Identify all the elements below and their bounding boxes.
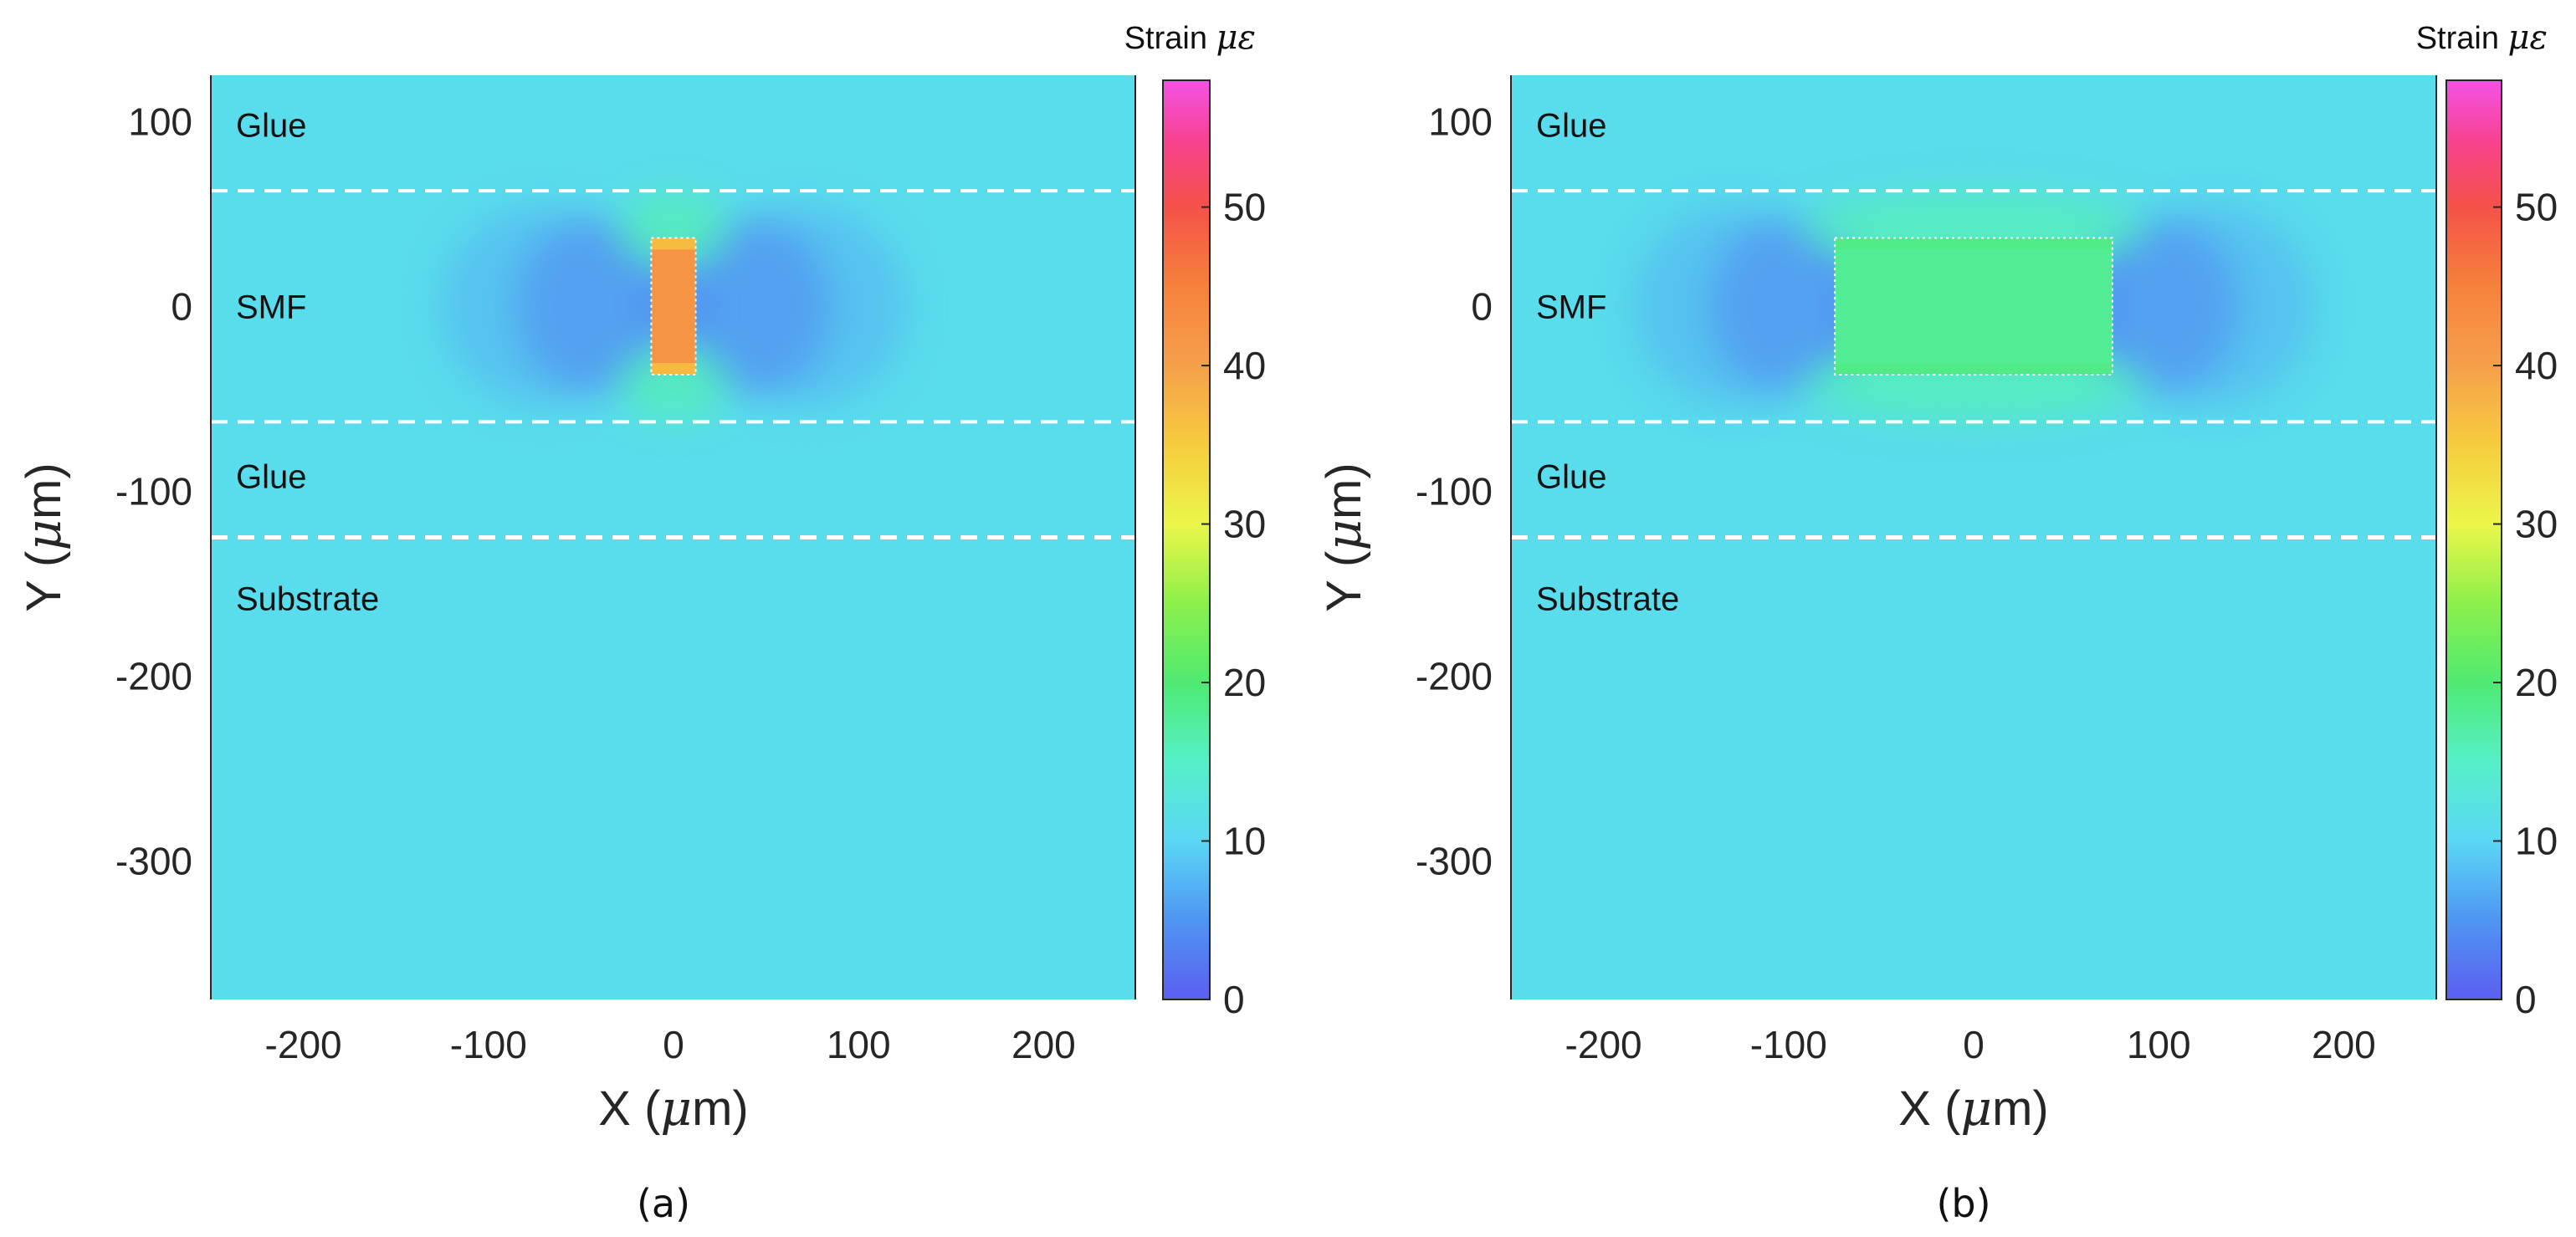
- region-label: Glue: [1536, 459, 1607, 496]
- colorbar: [2445, 79, 2502, 1000]
- y-axis-label-mu: μ: [15, 519, 72, 551]
- x-axis-label-mu: μ: [1960, 1080, 1992, 1137]
- x-tick-label: 100: [827, 1023, 891, 1066]
- colorbar-tick-label: 20: [2515, 661, 2558, 704]
- mid-strain-halo-right: [2113, 206, 2314, 407]
- colorbar-tick-label: 40: [1223, 344, 1266, 387]
- mid-strain-halo-left: [1633, 206, 1835, 407]
- x-tick-label: 100: [2127, 1023, 2191, 1066]
- y-axis-label-prefix: Y (: [1317, 551, 1371, 612]
- x-axis-label-prefix: X (: [598, 1081, 660, 1136]
- region-label: Substrate: [236, 580, 379, 617]
- colorbar-title-text: Strain: [1124, 21, 1216, 56]
- region-label: Glue: [236, 459, 307, 496]
- y-axis-label: Y (μm): [15, 463, 72, 611]
- colorbar-tick-label: 30: [2515, 503, 2558, 546]
- x-tick-label: 200: [2312, 1023, 2376, 1066]
- y-axis-label-suffix: m): [17, 463, 71, 519]
- colorbar-tick-label: 10: [2515, 820, 2558, 863]
- colorbar-tick-label: 20: [1223, 661, 1266, 704]
- mid-strain-halo-left: [440, 206, 642, 407]
- x-tick-label: -200: [265, 1023, 342, 1066]
- colorbar-title: Strain με: [1124, 18, 1256, 57]
- x-axis-label-suffix: m): [692, 1081, 749, 1136]
- colorbar-tick-label: 30: [1223, 503, 1266, 546]
- colorbar-tick-label: 0: [2515, 978, 2537, 1021]
- y-tick-label: -300: [115, 839, 192, 882]
- inclusion-outline: [650, 237, 697, 376]
- colorbar-unit: με: [1216, 18, 1256, 57]
- mid-strain-halo-right: [705, 206, 907, 407]
- y-tick-label: 0: [1471, 284, 1493, 328]
- x-tick-label: 0: [1963, 1023, 1984, 1066]
- high-strain-halo-bottom: [617, 345, 730, 422]
- strain-gradients: [440, 192, 907, 422]
- x-axis-label: X (μm): [598, 1080, 748, 1137]
- y-tick-label: -100: [1416, 469, 1493, 513]
- y-tick-label: -300: [1416, 839, 1493, 882]
- x-axis-label-mu: μ: [660, 1080, 692, 1137]
- x-tick-label: -200: [1565, 1023, 1642, 1066]
- inclusion-edge-top: [1835, 238, 2113, 250]
- inclusion-edge-bottom: [651, 363, 696, 376]
- y-tick-label: -100: [115, 469, 192, 513]
- colorbar-tick-label: 50: [2515, 186, 2558, 229]
- inclusion-strain: [651, 238, 696, 376]
- x-tick-label: 200: [1011, 1023, 1076, 1066]
- high-strain-halo-top: [617, 192, 730, 268]
- x-axis-label: X (μm): [1898, 1080, 2048, 1137]
- y-tick-label: 100: [128, 100, 192, 143]
- colorbar-title: Strain με: [2416, 18, 2548, 57]
- colorbar: [1162, 79, 1211, 1000]
- colorbar-unit: με: [2508, 18, 2548, 57]
- x-axis-label-suffix: m): [1992, 1081, 2049, 1136]
- region-label: SMF: [1536, 289, 1606, 325]
- x-tick-label: -100: [450, 1023, 527, 1066]
- y-tick-label: 100: [1428, 100, 1493, 143]
- colorbar-tick-label: 40: [2515, 344, 2558, 387]
- inclusion-edge-top: [651, 238, 696, 250]
- inclusion-strain: [1835, 238, 2113, 376]
- panel-caption: (b): [1936, 1181, 1990, 1226]
- y-tick-label: -200: [1416, 654, 1493, 698]
- colorbar-tick-label: 50: [1223, 186, 1266, 229]
- colorbar-title-text: Strain: [2416, 21, 2508, 56]
- panel-caption: (a): [637, 1181, 690, 1226]
- colorbar-tick-label: 0: [1223, 978, 1245, 1021]
- y-axis-label-mu: μ: [1315, 519, 1372, 551]
- region-label: SMF: [236, 289, 306, 325]
- y-tick-label: 0: [171, 284, 192, 328]
- y-axis-label-suffix: m): [1317, 463, 1371, 519]
- y-tick-label: -200: [115, 654, 192, 698]
- region-label: Glue: [236, 108, 307, 145]
- inclusion-outline: [1834, 237, 2113, 376]
- y-axis-label-prefix: Y (: [17, 551, 71, 612]
- strain-field: [440, 192, 907, 422]
- x-tick-label: -100: [1750, 1023, 1827, 1066]
- x-tick-label: 0: [663, 1023, 684, 1066]
- region-label: Substrate: [1536, 580, 1679, 617]
- inclusion-edge-bottom: [1835, 363, 2113, 376]
- y-axis-label: Y (μm): [1315, 463, 1372, 611]
- region-label: Glue: [1536, 108, 1607, 145]
- colorbar-tick-label: 10: [1223, 820, 1266, 863]
- x-axis-label-prefix: X (: [1898, 1081, 1960, 1136]
- strain-field: [1633, 192, 2314, 422]
